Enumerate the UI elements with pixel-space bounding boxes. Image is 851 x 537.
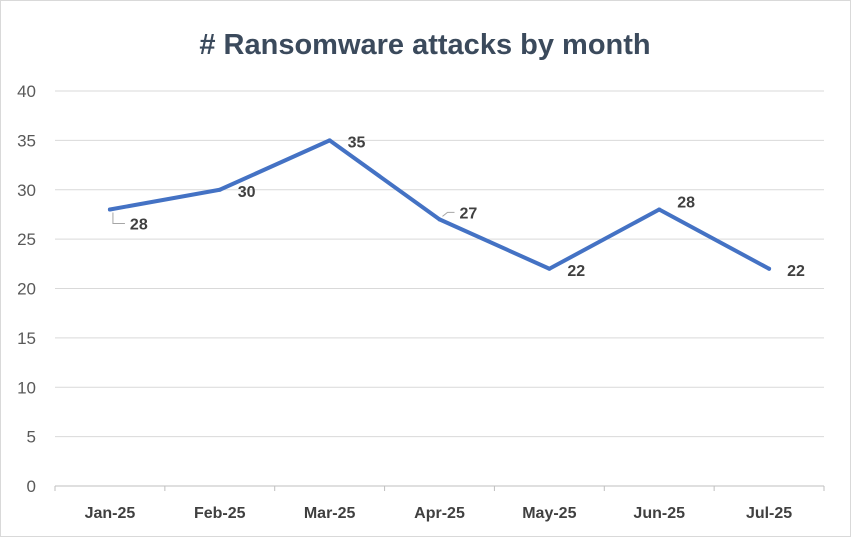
data-label: 28: [677, 195, 695, 212]
leader-line: [442, 211, 455, 217]
data-label: 28: [130, 217, 148, 234]
y-tick-label: 5: [27, 428, 36, 447]
y-tick-label: 10: [17, 378, 36, 397]
x-tick-label: Mar-25: [304, 505, 356, 522]
data-labels: 28 30 35 27 22 28 22: [130, 134, 805, 279]
x-tick-label: Jan-25: [85, 505, 136, 522]
data-point: [657, 207, 662, 212]
data-point: [217, 187, 222, 192]
y-tick-label: 0: [27, 477, 36, 496]
data-label: 35: [348, 134, 366, 151]
series-line: [107, 138, 772, 271]
data-label: 27: [460, 205, 478, 222]
series: [107, 138, 772, 271]
data-label: 22: [567, 263, 585, 280]
data-label: 22: [787, 263, 805, 280]
leader-line: [112, 212, 125, 224]
x-axis-labels: Jan-25 Feb-25 Mar-25 Apr-25 May-25 Jun-25 Jul-…: [85, 505, 793, 522]
x-tick-label: Jul-25: [746, 505, 792, 522]
y-tick-label: 40: [17, 82, 36, 101]
x-tick-label: May-25: [522, 505, 576, 522]
x-axis: [54, 485, 825, 491]
x-tick-label: Feb-25: [194, 505, 246, 522]
data-label: 30: [238, 184, 256, 201]
data-point: [437, 217, 442, 222]
y-tick-label: 35: [17, 131, 36, 150]
x-tick-label: Jun-25: [633, 505, 685, 522]
data-point: [327, 138, 332, 143]
y-tick-label: 15: [17, 329, 36, 348]
chart-title: # Ransomware attacks by month: [199, 29, 650, 61]
y-tick-label: 30: [17, 181, 36, 200]
y-axis-labels: 0 5 10 15 20 25 30 35 40: [17, 82, 36, 496]
y-tick-label: 25: [17, 230, 36, 249]
data-point: [547, 266, 552, 271]
data-point: [107, 207, 112, 212]
y-tick-label: 20: [17, 280, 36, 299]
x-tick-label: Apr-25: [414, 505, 465, 522]
data-point: [767, 266, 772, 271]
gridlines: [55, 90, 824, 438]
leader-lines: [112, 211, 455, 224]
